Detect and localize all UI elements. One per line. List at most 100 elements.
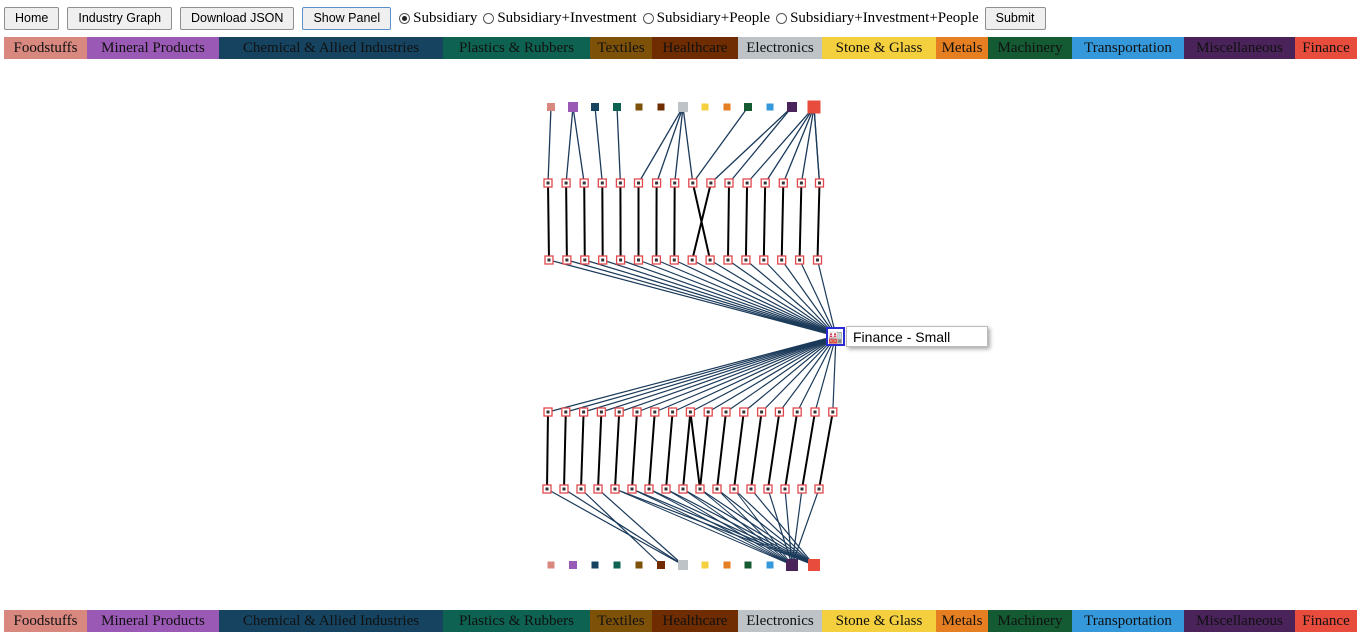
industry-node-bottom bbox=[744, 561, 752, 569]
small-node-center bbox=[744, 258, 748, 262]
small-node-center bbox=[708, 258, 712, 262]
radio-option-2[interactable]: Subsidiary+People bbox=[642, 9, 771, 27]
link-line bbox=[733, 488, 815, 566]
show-panel-button[interactable]: Show Panel bbox=[302, 6, 392, 30]
download-json-button[interactable]: Download JSON bbox=[180, 6, 295, 30]
small-node-center bbox=[726, 258, 730, 262]
factory-icon[interactable]: 🏭 bbox=[826, 327, 845, 346]
legend-item-transportation[interactable]: Transportation bbox=[1072, 610, 1184, 632]
radio-button[interactable] bbox=[399, 12, 411, 24]
legend-item-plastics-rubbers[interactable]: Plastics & Rubbers bbox=[443, 610, 590, 632]
small-node-center bbox=[781, 181, 785, 185]
radio-button[interactable] bbox=[642, 12, 654, 24]
legend-item-finance[interactable]: Finance bbox=[1295, 37, 1357, 59]
link-line bbox=[832, 335, 837, 413]
link-line bbox=[796, 335, 837, 413]
link-line bbox=[727, 182, 730, 261]
legend-item-electronics[interactable]: Electronics bbox=[738, 37, 822, 59]
legend-item-stone-glass[interactable]: Stone & Glass bbox=[822, 37, 936, 59]
industry-graph-button[interactable]: Industry Graph bbox=[67, 6, 173, 30]
legend-item-transportation[interactable]: Transportation bbox=[1072, 37, 1184, 59]
small-node-center bbox=[691, 181, 695, 185]
link-line bbox=[665, 411, 674, 490]
link-line bbox=[750, 411, 763, 490]
legend-item-healthcare[interactable]: Healthcare bbox=[652, 610, 738, 632]
link-line bbox=[648, 488, 815, 566]
home-button[interactable]: Home bbox=[4, 6, 60, 30]
link-line bbox=[631, 488, 793, 566]
radio-label: Subsidiary+Investment bbox=[497, 9, 637, 26]
industry-node-bottom bbox=[786, 559, 798, 571]
small-node-center bbox=[655, 181, 659, 185]
legend-item-foodstuffs[interactable]: Foodstuffs bbox=[4, 37, 87, 59]
legend-item-stone-glass[interactable]: Stone & Glass bbox=[822, 610, 936, 632]
small-node-center bbox=[780, 258, 784, 262]
toolbar: Home Industry Graph Download JSON Show P… bbox=[4, 6, 1054, 30]
industry-node-top bbox=[701, 103, 709, 111]
link-line bbox=[656, 259, 837, 337]
link-line bbox=[547, 106, 552, 184]
small-node-center bbox=[816, 258, 819, 262]
small-node-center bbox=[798, 258, 802, 262]
small-node-center bbox=[681, 487, 685, 491]
link-line bbox=[580, 411, 585, 490]
legend-item-textiles[interactable]: Textiles bbox=[590, 610, 652, 632]
legend-item-electronics[interactable]: Electronics bbox=[738, 610, 822, 632]
industry-node-top bbox=[678, 102, 688, 112]
small-node-center bbox=[546, 181, 550, 185]
radio-option-3[interactable]: Subsidiary+Investment+People bbox=[776, 10, 979, 27]
small-node-center bbox=[777, 410, 781, 414]
legend-item-mineral-products[interactable]: Mineral Products bbox=[87, 37, 219, 59]
small-node-center bbox=[727, 181, 731, 185]
legend-item-miscellaneous[interactable]: Miscellaneous bbox=[1184, 37, 1295, 59]
small-node-center bbox=[601, 258, 605, 262]
legend-item-chemical-allied-industries[interactable]: Chemical & Allied Industries bbox=[219, 37, 443, 59]
legend-item-metals[interactable]: Metals bbox=[936, 610, 988, 632]
small-node-center bbox=[799, 181, 803, 185]
link-line bbox=[791, 488, 820, 566]
link-line bbox=[597, 488, 684, 566]
node-tooltip: Finance - Small bbox=[846, 326, 988, 347]
legend-item-miscellaneous[interactable]: Miscellaneous bbox=[1184, 610, 1295, 632]
legend-item-machinery[interactable]: Machinery bbox=[988, 610, 1072, 632]
industry-node-top bbox=[787, 102, 797, 112]
link-line bbox=[762, 182, 767, 261]
link-line bbox=[597, 411, 603, 490]
small-node-center bbox=[742, 410, 746, 414]
link-line bbox=[637, 106, 684, 184]
industry-node-top bbox=[568, 102, 578, 112]
radio-button[interactable] bbox=[483, 12, 495, 24]
industry-node-bottom bbox=[569, 561, 577, 569]
small-node-center bbox=[637, 181, 640, 185]
link-line bbox=[800, 106, 815, 184]
link-line bbox=[725, 335, 837, 413]
link-line bbox=[682, 488, 815, 566]
link-line bbox=[563, 411, 567, 490]
legend-item-metals[interactable]: Metals bbox=[936, 37, 988, 59]
legend-item-foodstuffs[interactable]: Foodstuffs bbox=[4, 610, 87, 632]
link-line bbox=[716, 488, 815, 566]
legend-item-machinery[interactable]: Machinery bbox=[988, 37, 1072, 59]
radio-button[interactable] bbox=[776, 12, 788, 24]
legend-item-plastics-rubbers[interactable]: Plastics & Rubbers bbox=[443, 37, 590, 59]
legend-item-textiles[interactable]: Textiles bbox=[590, 37, 652, 59]
radio-option-0[interactable]: Subsidiary bbox=[399, 10, 477, 27]
link-line bbox=[565, 182, 568, 261]
small-node-center bbox=[690, 258, 694, 262]
link-line bbox=[733, 488, 793, 566]
radio-option-1[interactable]: Subsidiary+Investment bbox=[483, 9, 637, 27]
small-node-center bbox=[763, 181, 767, 185]
link-line bbox=[816, 259, 837, 337]
legend-item-finance[interactable]: Finance bbox=[1295, 610, 1357, 632]
legend-item-mineral-products[interactable]: Mineral Products bbox=[87, 610, 219, 632]
legend-item-healthcare[interactable]: Healthcare bbox=[652, 37, 738, 59]
radio-label: Subsidiary+Investment+People bbox=[790, 9, 979, 26]
submit-button[interactable]: Submit bbox=[984, 6, 1046, 30]
radio-label: Subsidiary+People bbox=[656, 9, 771, 26]
legend-item-chemical-allied-industries[interactable]: Chemical & Allied Industries bbox=[219, 610, 443, 632]
link-line bbox=[546, 411, 549, 490]
link-line bbox=[763, 259, 837, 337]
link-line bbox=[813, 106, 821, 184]
link-line bbox=[614, 488, 815, 566]
